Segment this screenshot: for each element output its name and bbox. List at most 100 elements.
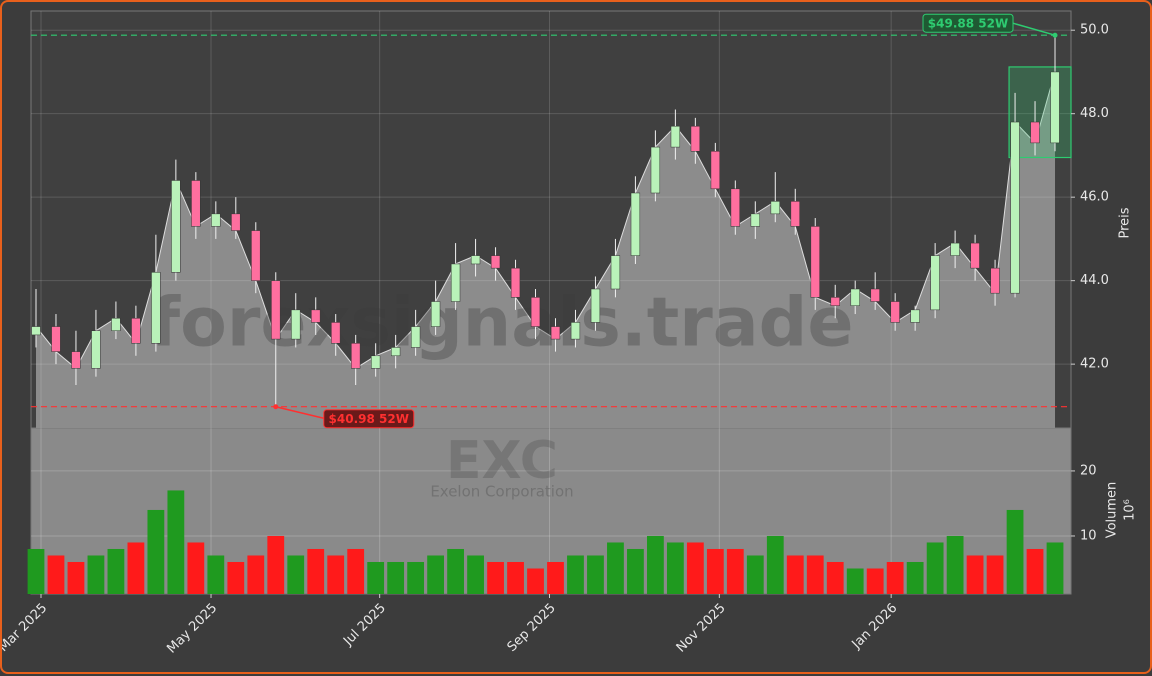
x-tick-label: Jan 2026 — [849, 601, 901, 653]
candle-body — [450, 263, 461, 302]
volume-bar — [966, 555, 984, 594]
watermark-company: Exelon Corporation — [430, 483, 573, 501]
annotation-label: $49.88 52W — [928, 17, 1008, 31]
volume-bar — [347, 548, 365, 594]
volume-bar — [567, 555, 584, 594]
volume-bar — [147, 509, 165, 594]
volume-bar — [926, 542, 944, 594]
x-tick-label: Mar 2025 — [2, 601, 50, 655]
candle-body — [331, 322, 341, 344]
candle-body — [750, 213, 760, 227]
volume-bar — [527, 568, 544, 594]
volume-offset-label: 10⁶ — [1123, 499, 1138, 521]
candle-body — [790, 201, 800, 227]
y-tick-label: 44.0 — [1080, 273, 1109, 288]
candle-body — [730, 188, 740, 227]
y-tick-label: 48.0 — [1080, 106, 1109, 121]
annotation-arrowhead — [273, 404, 279, 410]
candle-body — [850, 288, 860, 306]
candle-body — [211, 213, 221, 227]
x-tick-label: Nov 2025 — [674, 601, 729, 656]
volume-bar — [47, 555, 65, 594]
volume-bar — [666, 542, 684, 594]
volume-bar — [986, 555, 1004, 594]
candle-body — [371, 355, 381, 369]
y-tick-label: 46.0 — [1080, 190, 1109, 205]
candle-body — [31, 326, 41, 336]
volume-bar — [746, 555, 764, 594]
x-tick-label: Sep 2025 — [505, 601, 559, 655]
volume-bar — [267, 535, 285, 594]
candle-body — [530, 297, 541, 327]
candle-body — [430, 301, 441, 327]
candle-body — [91, 330, 101, 369]
y-tick-label: 42.0 — [1080, 357, 1109, 372]
candle-body — [151, 272, 161, 344]
volume-bar — [127, 542, 145, 594]
volume-bar — [547, 561, 564, 594]
candle-body — [550, 326, 561, 340]
candle-body — [970, 242, 980, 269]
annotation-arrowhead — [1052, 32, 1058, 38]
candle-body — [251, 230, 261, 281]
candle-body — [71, 351, 81, 369]
volume-bar — [607, 542, 624, 594]
volume-bar — [467, 555, 484, 594]
volume-bar — [67, 561, 85, 594]
watermark: forexsignals.trade — [151, 284, 854, 363]
volume-bar — [407, 561, 425, 594]
annotation-label: $40.98 52W — [329, 412, 409, 426]
candle-body — [231, 213, 241, 231]
volume-bar — [786, 555, 804, 594]
candle-body — [131, 317, 141, 344]
annotation-box — [323, 409, 415, 429]
candle-body — [410, 326, 421, 348]
volume-tick-label: 10 — [1080, 528, 1097, 543]
x-tick-label: Jul 2025 — [340, 601, 389, 650]
volume-bar — [187, 542, 205, 594]
candle-body — [351, 343, 361, 369]
volume-bar — [886, 561, 904, 594]
candle-body — [391, 347, 401, 357]
volume-bar — [806, 555, 824, 594]
volume-bar — [706, 548, 724, 594]
volume-bar — [247, 555, 265, 594]
candle-body — [271, 280, 281, 340]
candle-body — [770, 201, 780, 215]
close-area — [35, 71, 1056, 429]
volume-bar — [1026, 548, 1044, 594]
candle-body — [1050, 71, 1060, 144]
volume-bar — [227, 561, 245, 594]
volume-bar — [207, 555, 225, 594]
volume-bar — [487, 561, 504, 594]
volume-bar — [287, 555, 305, 594]
candle-body — [111, 317, 121, 331]
volume-bar — [726, 548, 744, 594]
y-axis-label: Preis — [1118, 207, 1133, 238]
candle-body — [650, 146, 661, 194]
volume-bar — [27, 548, 45, 594]
candle-body — [51, 326, 61, 352]
candle-body — [830, 297, 840, 306]
y-tick-label: 50.0 — [1080, 23, 1109, 38]
candle-body — [990, 267, 1000, 294]
volume-bar — [167, 490, 185, 594]
volume-axis-label: Volumen — [1105, 482, 1120, 539]
volume-bar — [647, 535, 664, 594]
x-tick-label: May 2025 — [164, 601, 220, 657]
candle-body — [1030, 121, 1040, 144]
candle-body — [950, 242, 960, 256]
annotation-arrow — [275, 405, 326, 420]
candle-body — [710, 151, 720, 190]
candle-body — [191, 180, 201, 227]
candle-body — [670, 125, 681, 148]
volume-bar — [1046, 542, 1064, 594]
volume-bar — [87, 555, 105, 594]
candle-body — [590, 288, 601, 323]
volume-bar — [307, 548, 325, 594]
volume-bar — [826, 561, 844, 594]
candle-body — [610, 255, 621, 290]
candle-body — [510, 267, 521, 298]
candle-body — [1010, 121, 1020, 294]
